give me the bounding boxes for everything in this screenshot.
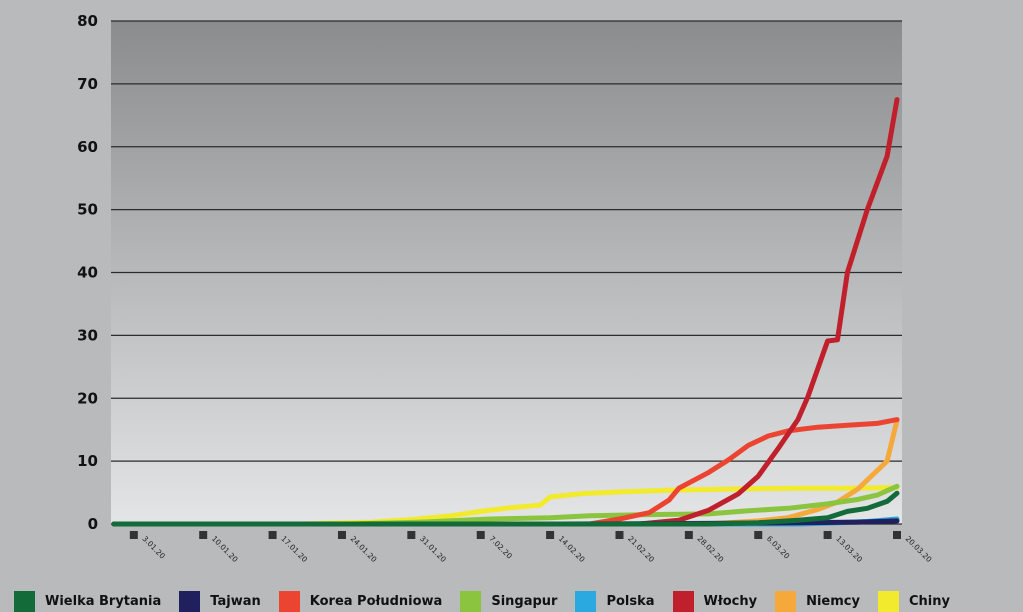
series-line-4 <box>111 97 900 527</box>
legend-label: Niemcy <box>806 593 860 609</box>
y-tick-label: 0 <box>88 515 98 533</box>
y-tick-label: 10 <box>77 452 98 470</box>
legend-swatch <box>278 590 300 612</box>
legend-label: Polska <box>606 593 655 609</box>
legend-label: Wielka Brytania <box>45 593 162 609</box>
x-tick-label: 7.02.20 <box>487 534 514 561</box>
series-lines <box>111 97 900 527</box>
legend-label: Chiny <box>908 593 950 609</box>
series-line-3 <box>111 417 900 527</box>
legend-swatch <box>672 590 694 612</box>
x-tick-marker <box>546 531 555 539</box>
x-tick-marker <box>893 531 901 539</box>
legend-swatch <box>877 590 899 612</box>
x-tick-label: 13.03.20 <box>834 534 864 564</box>
x-tick-marker <box>684 531 693 539</box>
legend-label: Tajwan <box>210 593 261 609</box>
legend-item: Włochy <box>672 590 758 612</box>
legend-swatch <box>14 590 35 612</box>
x-tick-label: 21.02.20 <box>626 534 656 564</box>
y-tick-label: 40 <box>77 264 98 282</box>
legend-swatch <box>575 590 597 612</box>
legend-label: Włochy <box>703 593 758 609</box>
y-tick-label: 30 <box>77 326 98 344</box>
x-tick-label: 3.01.20 <box>140 534 167 561</box>
y-tick-label: 70 <box>77 75 98 93</box>
x-tick-marker <box>407 531 416 539</box>
legend-item: Polska <box>575 590 655 612</box>
x-tick-label: 6.03.20 <box>765 534 792 561</box>
x-tick-marker <box>199 531 208 539</box>
legend-swatch <box>179 590 201 612</box>
legend-item: Tajwan <box>179 590 261 612</box>
legend-label: Korea Południowa <box>309 593 443 609</box>
y-tick-label: 80 <box>77 12 98 30</box>
x-tick-marker <box>268 531 277 539</box>
y-tick-label: 20 <box>77 389 98 407</box>
x-tick-label: 10.01.20 <box>210 534 240 564</box>
legend-item: Korea Południowa <box>278 590 443 612</box>
x-tick-label: 31.01.20 <box>418 534 448 564</box>
x-tick-label: 20.03.20 <box>904 534 934 564</box>
legend: Wielka Brytania Tajwan Korea Południowa Sin… <box>0 590 1023 612</box>
x-axis-ticks: 3.01.20 10.01.20 17.01.20 24.01.20 31.01.20 7… <box>129 531 934 564</box>
legend-item: Wielka Brytania <box>14 590 162 612</box>
x-tick-label: 17.01.20 <box>279 534 309 564</box>
legend-label: Singapur <box>491 593 558 609</box>
legend-item: Chiny <box>877 590 950 612</box>
x-tick-label: 24.01.20 <box>349 534 379 564</box>
y-axis-ticks: 0 10 20 30 40 50 60 70 80 <box>77 12 98 533</box>
x-tick-marker <box>476 531 485 539</box>
series-line-7 <box>111 490 900 527</box>
x-tick-marker <box>754 531 763 539</box>
x-tick-label: 14.02.20 <box>557 534 587 564</box>
x-tick-marker <box>823 531 832 539</box>
y-tick-label: 60 <box>77 138 98 156</box>
x-tick-marker <box>129 531 138 539</box>
legend-item: Niemcy <box>775 590 860 612</box>
x-tick-marker <box>337 531 346 539</box>
line-chart: 0 10 20 30 40 50 60 70 80 3.01.20 10.01.20 17.01.2… <box>77 12 934 564</box>
x-tick-label: 28.02.20 <box>695 534 725 564</box>
legend-swatch <box>775 590 797 612</box>
x-tick-marker <box>615 531 624 539</box>
legend-item: Singapur <box>460 590 558 612</box>
y-tick-label: 50 <box>77 201 98 219</box>
legend-swatch <box>460 590 482 612</box>
